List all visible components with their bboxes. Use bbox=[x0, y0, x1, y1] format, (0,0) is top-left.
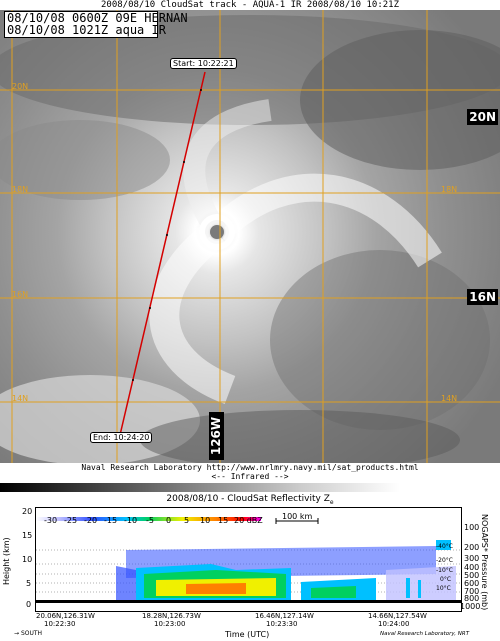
footer-credit: Naval Research Laboratory http://www.nrl… bbox=[81, 463, 419, 472]
y-tick-20: 20 bbox=[22, 507, 33, 516]
temp-label-minus20: -20°C bbox=[436, 557, 453, 564]
cb-tick-6: 0 bbox=[166, 516, 172, 525]
y-tick-0: 0 bbox=[26, 600, 32, 609]
radar-title-text: 2008/08/10 - CloudSat Reflectivity Z bbox=[166, 494, 330, 504]
x-axis-label: Time (UTC) bbox=[225, 630, 270, 639]
image-title: 2008/08/10 CloudSat track - AQUA-1 IR 20… bbox=[0, 0, 500, 10]
x-tick-time-1: 10:23:00 bbox=[154, 620, 186, 628]
x-tick-pos-3: 14.66N,127.54W bbox=[368, 612, 427, 620]
p-tick-800: 800 bbox=[464, 594, 480, 603]
cb-tick-3: -15 bbox=[104, 516, 118, 525]
cb-tick-1: -25 bbox=[64, 516, 78, 525]
ir-grayscale-bar bbox=[0, 483, 500, 492]
p-tick-700: 700 bbox=[464, 587, 480, 596]
cb-tick-9: 15 bbox=[218, 516, 229, 525]
track-start-tag: Start: 10:22:21 bbox=[170, 58, 237, 69]
x-tick-pos-1: 18.28N,126.73W bbox=[142, 612, 201, 620]
x-tick-time-2: 10:23:30 bbox=[266, 620, 298, 628]
grid-label-16n: 16N bbox=[12, 290, 28, 299]
image-footer: Naval Research Laboratory http://www.nrl… bbox=[0, 463, 500, 483]
storm-info-box: 08/10/08 0600Z 09E HERNAN 08/10/08 1021Z… bbox=[4, 11, 188, 38]
arrow-right-icon: → bbox=[14, 630, 21, 637]
grid-label-14n-right: 14N bbox=[441, 394, 457, 403]
info-line-1: 08/10/08 0600Z 09E HERNAN bbox=[7, 11, 188, 25]
reflectivity-profile bbox=[36, 546, 461, 603]
y-tick-15: 15 bbox=[22, 531, 33, 540]
direction-indicator: → SOUTH bbox=[14, 630, 42, 637]
cloudsat-track bbox=[119, 71, 206, 436]
track-end-tag: End: 10:24:20 bbox=[90, 432, 153, 443]
y-tick-5: 5 bbox=[26, 579, 32, 588]
x-tick-time-3: 10:24:00 bbox=[378, 620, 410, 628]
radar-credit: Naval Research Laboratory, NRT bbox=[380, 631, 470, 637]
p-tick-100: 100 bbox=[464, 523, 480, 532]
x-tick-pos-2: 16.46N,127.14W bbox=[255, 612, 314, 620]
x-tick-pos-0: 20.06N,126.31W bbox=[36, 612, 95, 620]
temp-label-minus40: -40°C bbox=[436, 543, 453, 550]
lon-label-text: 126W bbox=[209, 416, 223, 456]
lat-label-20n: 20N bbox=[467, 109, 498, 125]
temp-label-0: 0°C bbox=[440, 576, 452, 583]
p-tick-500: 500 bbox=[464, 571, 480, 580]
reflectivity-colorbar bbox=[36, 517, 261, 521]
p-tick-200: 200 bbox=[464, 543, 480, 552]
cb-tick-10: 20 dBZ bbox=[234, 516, 263, 525]
cb-tick-5: -5 bbox=[146, 516, 154, 525]
scale-bar-label: 100 km bbox=[282, 512, 313, 521]
temp-label-10: 10°C bbox=[436, 585, 451, 592]
cb-tick-4: -10 bbox=[124, 516, 138, 525]
p-tick-400: 400 bbox=[464, 563, 480, 572]
cb-tick-8: 10 bbox=[200, 516, 211, 525]
footer-legend-caption: <-- Infrared --> bbox=[211, 472, 289, 481]
cb-tick-0: -30 bbox=[44, 516, 58, 525]
info-line-2: 08/10/08 1021Z aqua IR bbox=[7, 23, 166, 37]
temp-label-minus10: -10°C bbox=[436, 567, 453, 574]
y-axis-label: Height (km) bbox=[2, 537, 11, 585]
p-tick-600: 600 bbox=[464, 579, 480, 588]
right-axis-label: NOGAPS* Pressure (mb) bbox=[480, 514, 489, 611]
grid-label-20n: 20N bbox=[12, 82, 28, 91]
direction-text: SOUTH bbox=[20, 630, 43, 637]
lat-label-16n: 16N bbox=[467, 289, 498, 305]
satellite-ir-image: 20N 18N 16N 14N 18N 14N 08/10/08 0600Z 0… bbox=[0, 10, 500, 463]
grid-label-18n-right: 18N bbox=[441, 185, 457, 194]
grid-label-14n: 14N bbox=[12, 394, 28, 403]
y-tick-10: 10 bbox=[22, 555, 33, 564]
x-tick-time-0: 10:22:30 bbox=[44, 620, 76, 628]
lon-label-126w: 126W bbox=[209, 412, 224, 460]
p-tick-1000: 1000 bbox=[460, 602, 481, 611]
grid-label-18n: 18N bbox=[12, 185, 28, 194]
cb-tick-7: 5 bbox=[184, 516, 190, 525]
p-tick-300: 300 bbox=[464, 554, 480, 563]
cb-tick-2: -20 bbox=[84, 516, 98, 525]
radar-title: 2008/08/10 - CloudSat Reflectivity Ze bbox=[0, 494, 500, 506]
radar-title-sub: e bbox=[329, 498, 334, 506]
lat-lon-grid bbox=[0, 10, 500, 463]
radar-profile-panel bbox=[35, 507, 462, 612]
